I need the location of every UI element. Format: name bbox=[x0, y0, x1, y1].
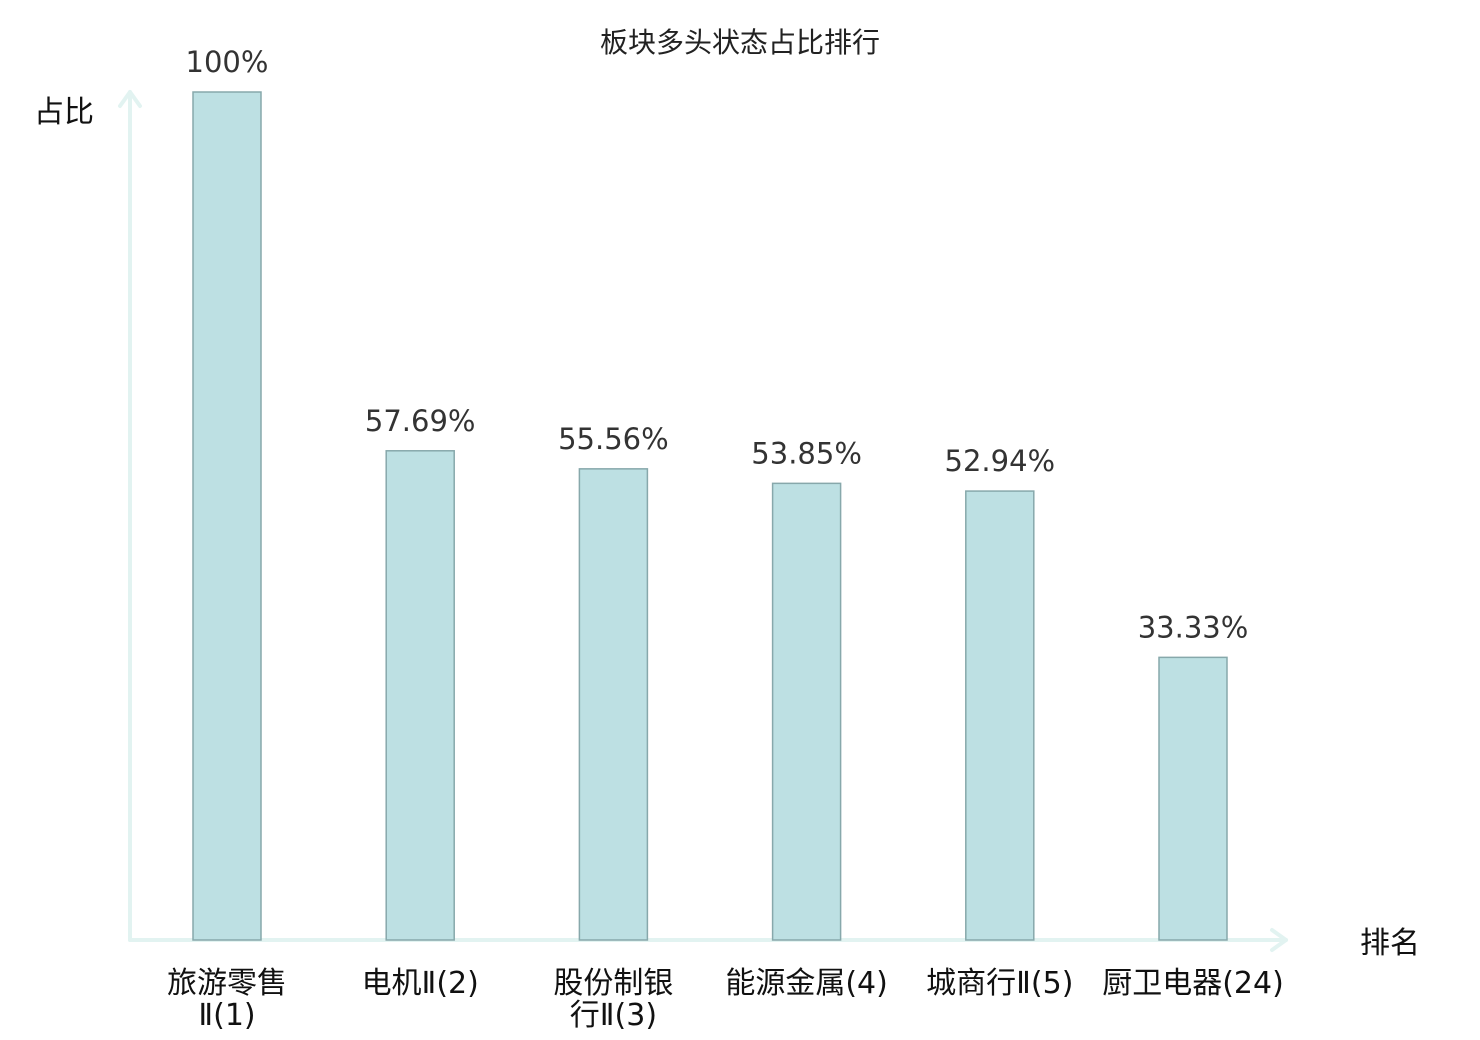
category-label: 能源金属(4) bbox=[725, 966, 888, 1001]
value-label: 52.94% bbox=[945, 444, 1056, 478]
category-label: 城商行Ⅱ(5) bbox=[926, 966, 1073, 1001]
bar bbox=[192, 91, 262, 941]
y-axis-label: 占比 bbox=[34, 95, 94, 130]
bar bbox=[385, 450, 455, 941]
x-axis-label: 排名 bbox=[1360, 926, 1420, 961]
category-label: 旅游零售 bbox=[167, 966, 287, 1001]
bar bbox=[965, 490, 1035, 941]
bars-group bbox=[192, 91, 1228, 941]
value-label: 33.33% bbox=[1138, 610, 1249, 644]
bar bbox=[578, 468, 649, 941]
category-label: 厨卫电器(24) bbox=[1102, 966, 1284, 1001]
category-label: 股份制银 bbox=[553, 966, 673, 1001]
value-label: 53.85% bbox=[751, 436, 862, 470]
value-label: 100% bbox=[186, 45, 269, 79]
category-label: 行Ⅱ(3) bbox=[570, 998, 657, 1033]
value-labels-group: 100% 57.69% 55.56% 53.85% 52.94% 33.33% bbox=[186, 45, 1249, 644]
category-label: 电机Ⅱ(2) bbox=[362, 966, 479, 1001]
value-label: 57.69% bbox=[365, 404, 476, 438]
y-axis-arrow bbox=[118, 90, 142, 108]
x-axis-arrow bbox=[1270, 928, 1288, 952]
bar bbox=[771, 482, 842, 941]
value-label: 55.56% bbox=[558, 422, 669, 456]
category-label: Ⅱ(1) bbox=[198, 998, 255, 1033]
bar bbox=[1158, 656, 1228, 941]
chart-title: 板块多头状态占比排行 bbox=[600, 26, 880, 59]
